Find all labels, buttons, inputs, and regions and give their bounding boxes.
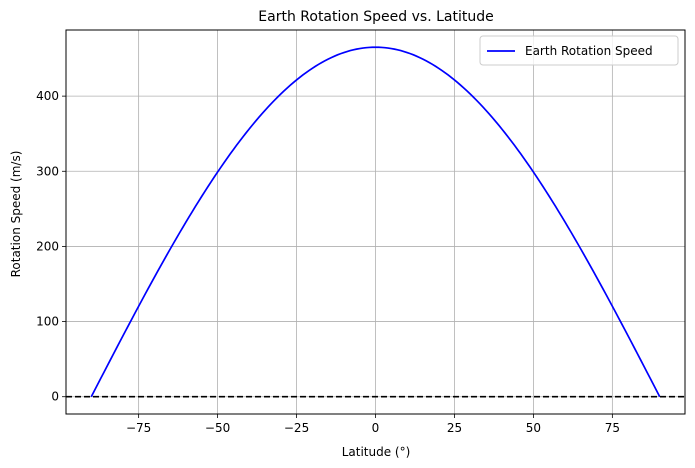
y-tick-label: 400	[36, 89, 59, 103]
y-tick-label: 200	[36, 239, 59, 253]
x-tick-label: 75	[605, 421, 620, 435]
legend-label: Earth Rotation Speed	[525, 44, 653, 58]
x-tick-label: −25	[284, 421, 309, 435]
plot-area	[66, 46, 685, 398]
series-line-earth-rotation-speed	[90, 46, 661, 398]
axes: −75 −50 −25 0 25 50 75 0 100 200 300 400	[36, 29, 686, 435]
grid-lines	[66, 30, 685, 414]
x-tick-label: −75	[126, 421, 151, 435]
chart-title: Earth Rotation Speed vs. Latitude	[258, 9, 493, 25]
y-tick-label: 100	[36, 315, 59, 329]
x-tick-label: 25	[447, 421, 462, 435]
legend-box	[479, 35, 679, 66]
x-axis-title: Latitude (°)	[342, 445, 411, 459]
x-tick-label: 50	[526, 421, 541, 435]
y-tick-label: 0	[51, 390, 59, 404]
x-tick-label: 0	[372, 421, 380, 435]
x-tick-label: −50	[205, 421, 230, 435]
y-axis-title: Rotation Speed (m/s)	[9, 151, 23, 278]
y-tick-label: 300	[36, 164, 59, 178]
legend: Earth Rotation Speed	[479, 35, 679, 66]
